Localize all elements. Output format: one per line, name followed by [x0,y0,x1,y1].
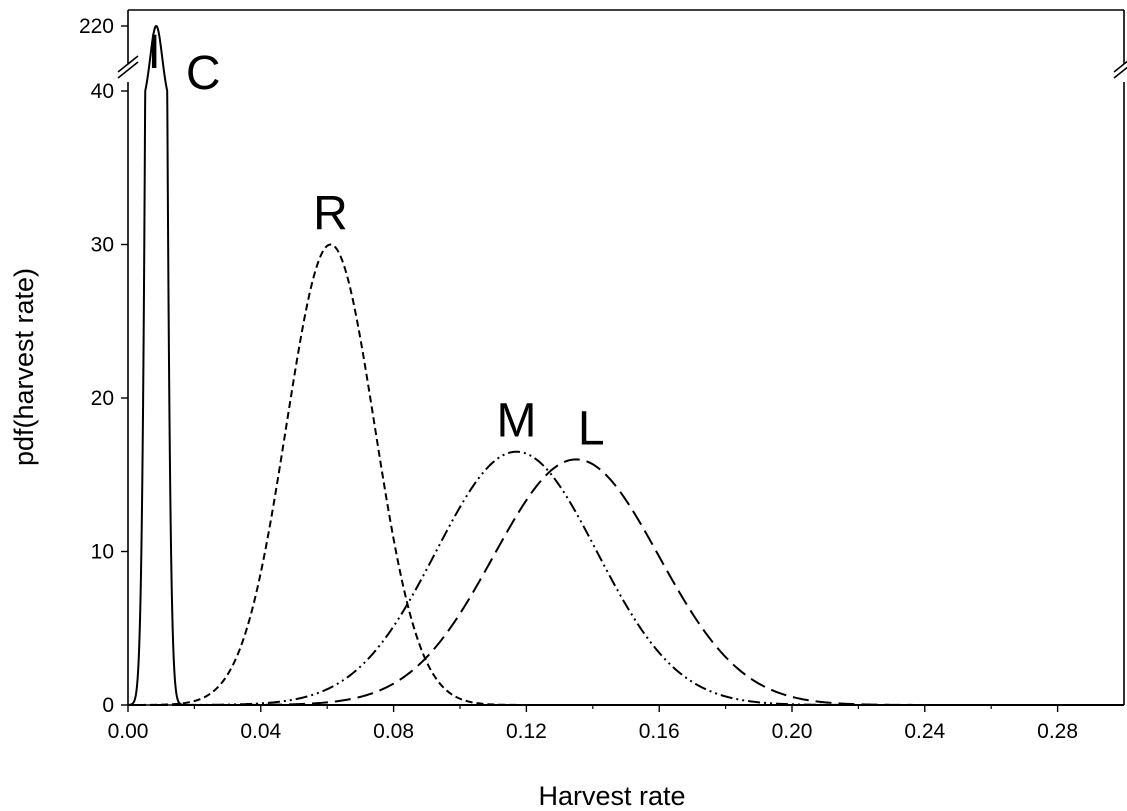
y-tick-label: 30 [91,234,114,257]
right-frame-break-mark-upper [1113,60,1127,73]
y-tick-label: 220 [79,15,114,38]
curve-label-i: I [148,26,161,79]
right-frame-break-mark-lower [1113,66,1127,79]
curve-label-m: M [496,395,536,448]
y-axis-break-mark-lower [117,61,139,79]
y-axis-break-mark-upper [117,55,139,73]
y-axis-title: pdf(harvest rate) [9,268,39,466]
x-tick-label: 0.16 [639,720,680,743]
x-tick-label: 0.04 [240,720,281,743]
curve-label-r: R [313,188,348,241]
curve-label-l: L [578,402,605,455]
y-tick-label: 40 [91,80,114,103]
curve-label-c: C [186,47,221,100]
y-tick-label: 10 [91,541,114,564]
series-line-m [128,450,1124,706]
axes: 0.00 0.04 0.08 0.12 0.16 0.20 0.24 0.28 0 10 20 30 4… [79,9,1127,743]
series-line-l [128,458,1124,706]
y-tick-label: 0 [102,694,114,717]
x-tick-label: 0.20 [772,720,813,743]
x-tick-label: 0.08 [373,720,414,743]
y-axis-label: pdf(harvest rate) [9,268,39,466]
x-tick-label: 0.00 [108,720,149,743]
curve-labels: I C R M L [148,26,605,455]
series-line-r [128,243,1124,706]
y-tick-label: 20 [91,387,114,410]
x-axis-label: Harvest rate [538,781,685,811]
series-group [127,24,1124,706]
x-tick-label: 0.12 [506,720,547,743]
x-tick-label: 0.28 [1037,720,1078,743]
x-tick-label: 0.24 [904,720,945,743]
